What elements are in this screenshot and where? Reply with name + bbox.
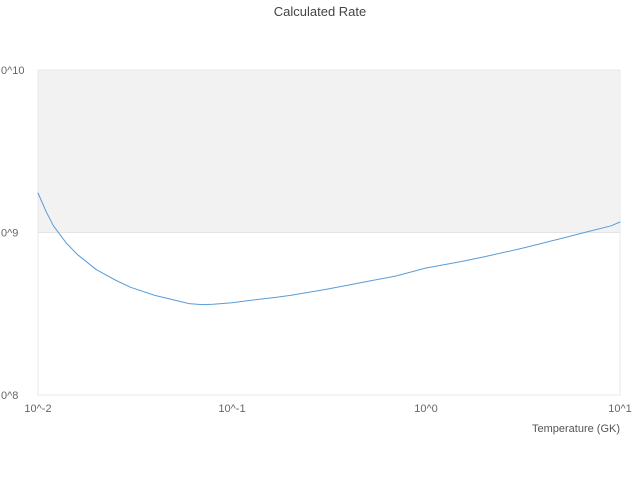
- x-tick-label: 10^1: [608, 403, 632, 415]
- y-tick-label: 0^8: [1, 390, 18, 402]
- rate-line: [37, 192, 621, 306]
- x-tick-label: 10^0: [414, 403, 438, 415]
- plot-border: [37, 69, 621, 396]
- x-tick-label: 10^-1: [218, 403, 245, 415]
- x-axis-label: Temperature (GK): [532, 423, 620, 435]
- x-tick-label: 10^-2: [24, 403, 51, 415]
- plot-area: [37, 69, 621, 396]
- y-axis-ticks: 0^8 0^9 0^10: [1, 65, 25, 402]
- x-axis-ticks: 10^-2 10^-1 10^0 10^1: [24, 403, 631, 415]
- chart-title: Calculated Rate: [274, 4, 367, 19]
- upper-decade-band: [38, 70, 620, 233]
- y-tick-label: 0^10: [1, 65, 25, 77]
- y-tick-label: 0^9: [1, 228, 18, 240]
